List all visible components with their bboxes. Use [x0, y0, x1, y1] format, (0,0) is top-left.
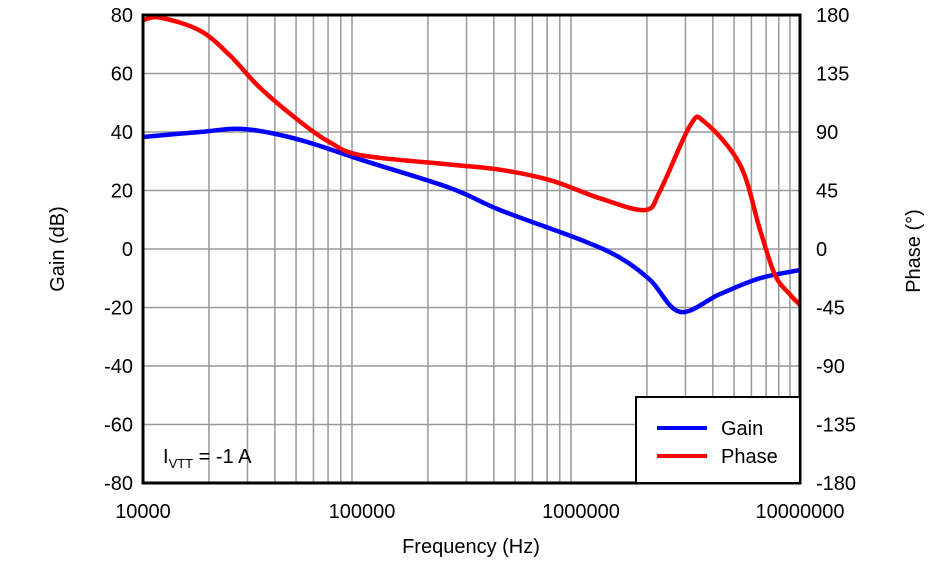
- y-tick-label: -60: [104, 415, 133, 437]
- y2-tick-label: -90: [816, 356, 845, 378]
- annotation-ivtt: IVTT = -1 A: [163, 446, 252, 471]
- legend-label-phase: Phase: [721, 446, 778, 468]
- y-tick-label: -80: [104, 473, 133, 495]
- y2-tick-label: 45: [816, 181, 838, 203]
- x-axis-label: Frequency (Hz): [402, 536, 540, 558]
- plot-frame: [141, 13, 802, 485]
- y2-tick-label: 90: [816, 122, 838, 144]
- y2-tick-label: 135: [816, 64, 849, 86]
- y-tick-label: -20: [104, 298, 133, 320]
- tick-labels: 80 60 40 20 0 -20 -40 -60 -80 180 135 90 45 0 -45 -90 -1…: [104, 5, 856, 523]
- y-axis-label: Gain (dB): [47, 206, 69, 292]
- y2-tick-label: -135: [816, 415, 856, 437]
- y-tick-label: 0: [122, 239, 133, 261]
- x-tick-label: 10000: [115, 501, 171, 523]
- y-tick-label: 40: [111, 122, 133, 144]
- series-line-phase: [142, 14, 802, 307]
- series-lines: [142, 14, 802, 315]
- y2-tick-label: -180: [816, 473, 856, 495]
- legend-label-gain: Gain: [721, 418, 763, 440]
- series-line-gain: [142, 126, 801, 315]
- y2-axis-label: Phase (°): [903, 209, 925, 293]
- y2-tick-label: 180: [816, 5, 849, 27]
- x-tick-label: 10000000: [756, 501, 845, 523]
- y2-tick-label: 0: [816, 239, 827, 261]
- y2-tick-label: -45: [816, 298, 845, 320]
- x-tick-label: 100000: [329, 501, 396, 523]
- y-tick-label: 80: [111, 5, 133, 27]
- y-tick-label: 60: [111, 64, 133, 86]
- y-tick-label: 20: [111, 181, 133, 203]
- x-tick-label: 1000000: [542, 501, 620, 523]
- legend: Gain Phase: [635, 396, 801, 484]
- y-tick-label: -40: [104, 356, 133, 378]
